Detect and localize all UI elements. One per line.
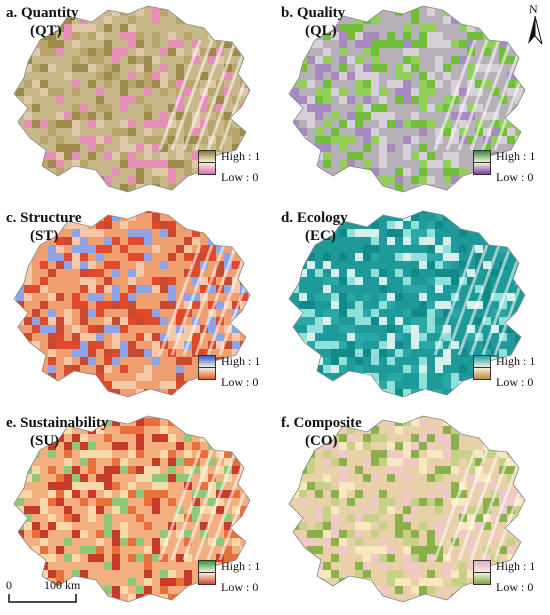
panel-title: a. Quantity (QT)	[6, 4, 79, 40]
panel-title-abbr: (ST)	[30, 228, 59, 244]
map-panel-qt: a. Quantity (QT) High : 1 Low : 0	[0, 0, 275, 205]
panel-legend: High : 1 Low : 0	[198, 148, 274, 198]
scale-bar: 0 100 km	[6, 578, 126, 610]
panel-title: f. Composite (CO)	[281, 414, 362, 450]
panel-title-abbr: (EC)	[305, 228, 336, 244]
legend-low-swatch	[473, 162, 491, 175]
legend-low-swatch	[473, 367, 491, 380]
panel-title: e. Sustainability (SU)	[6, 414, 109, 450]
panel-title-text: d. Ecology	[281, 210, 348, 226]
legend-high-label: High : 1	[221, 149, 261, 163]
panel-title: d. Ecology (EC)	[281, 209, 348, 245]
legend-high-label: High : 1	[496, 149, 536, 163]
panel-title-text: c. Structure	[6, 210, 82, 226]
legend-low-label: Low : 0	[221, 375, 259, 389]
panel-title-text: e. Sustainability	[6, 415, 109, 431]
scale-zero-label: 0	[6, 578, 12, 592]
panel-legend: High : 1 Low : 0	[198, 558, 274, 608]
panel-title-text: a. Quantity	[6, 5, 79, 21]
panel-title-abbr: (SU)	[30, 433, 60, 449]
legend-high-label: High : 1	[221, 354, 261, 368]
panel-title-abbr: (QT)	[30, 23, 62, 39]
north-arrow: N	[524, 2, 546, 46]
legend-low-swatch	[473, 572, 491, 585]
panel-legend: High : 1 Low : 0	[473, 353, 549, 403]
legend-low-swatch	[198, 162, 216, 175]
region-map-qt	[13, 5, 251, 193]
map-panel-su: e. Sustainability (SU) High : 1 Low : 0	[0, 410, 275, 615]
map-panel-ec: d. Ecology (EC) High : 1 Low : 0	[275, 205, 550, 410]
panel-title: b. Quality (QL)	[281, 4, 345, 40]
panel-title-abbr: (CO)	[305, 433, 338, 449]
scale-distance-label: 100 km	[44, 578, 81, 592]
legend-low-label: Low : 0	[496, 580, 534, 594]
panel-title-abbr: (QL)	[305, 23, 337, 39]
panel-legend: High : 1 Low : 0	[473, 148, 549, 198]
legend-low-label: Low : 0	[221, 580, 259, 594]
legend-low-label: Low : 0	[221, 170, 259, 184]
legend-high-label: High : 1	[496, 354, 536, 368]
map-panel-co: f. Composite (CO) High : 1 Low : 0	[275, 410, 550, 615]
legend-low-swatch	[198, 367, 216, 380]
map-panel-ql: b. Quality (QL) High : 1 Low : 0	[275, 0, 550, 205]
panel-legend: High : 1 Low : 0	[473, 558, 549, 608]
legend-high-label: High : 1	[496, 559, 536, 573]
legend-low-label: Low : 0	[496, 375, 534, 389]
panel-title-text: b. Quality	[281, 5, 346, 21]
legend-low-label: Low : 0	[496, 170, 534, 184]
panel-title-text: f. Composite	[281, 415, 362, 431]
legend-low-swatch	[198, 572, 216, 585]
north-label: N	[529, 2, 538, 16]
north-arrow-icon	[528, 15, 543, 45]
map-panel-st: c. Structure (ST) High : 1 Low : 0	[0, 205, 275, 410]
panel-legend: High : 1 Low : 0	[198, 353, 274, 403]
legend-high-label: High : 1	[221, 559, 261, 573]
panel-title: c. Structure (ST)	[6, 209, 82, 245]
scale-bar-line	[8, 594, 77, 603]
